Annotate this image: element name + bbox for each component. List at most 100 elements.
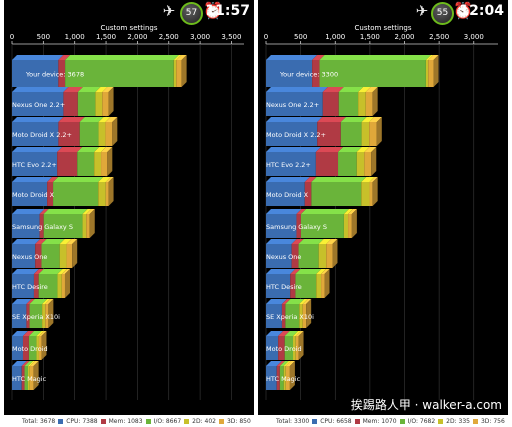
bar-top-mem [276,361,285,366]
bar-end-face [108,177,114,206]
bar-segment-d2 [98,182,106,206]
bar-top-d2 [36,331,44,336]
bar-top-io [77,147,100,152]
bar-top-d3 [348,209,357,214]
watermark-text: 挨踢路人甲 · walker-a.com [350,398,502,412]
bar-segment-d3 [105,182,109,206]
bar-segment-d2 [299,304,303,328]
legend-mem: Mem: 1070 [362,417,397,425]
bar-top-mem [290,269,301,274]
bar-segment-mem [278,336,285,360]
bar-top-io [38,269,63,274]
bar-top-io [41,239,65,244]
airplane-icon: ✈ [415,2,429,20]
tick-label: 500 [294,33,307,41]
bar-top-mem [35,239,47,244]
bar-segment-d2 [318,244,327,268]
bar-top-d3 [365,87,378,92]
bar-segment-d3 [66,244,73,268]
tick-label: 3,000 [190,33,210,41]
bar-end-face [433,55,439,87]
bar-end-face [41,331,47,360]
bar-segment-cpu [266,92,323,116]
bar-top-io [77,87,101,92]
bar-segment-d3 [326,244,333,268]
bar-top-cpu [266,117,323,122]
bar-segment-cpu [266,152,316,176]
bar-segment-d2 [356,152,365,176]
bar-segment-io [284,336,294,360]
legend-swatch-io [399,418,405,424]
bar-segment-io [338,152,357,176]
alarm-clock-icon: ⏰ [203,1,223,20]
bar-top-d3 [428,55,439,60]
bar-top-mem [47,177,59,182]
bar-end-face [289,361,295,390]
bar-end-face [112,117,118,146]
bar-segment-mem [304,182,312,206]
bar-top-d3 [105,117,118,122]
bar-segment-d3 [369,122,377,146]
status-time: 12:04 [459,3,504,19]
bar-top-mem [58,117,85,122]
chart-title: Custom settings [101,24,158,32]
bar-segment-d2 [82,214,87,238]
bar-top-cpu [12,117,64,122]
bar-top-cpu [12,147,63,152]
bar-top-cpu [12,299,32,304]
bar-segment-d2 [343,214,349,238]
bar-top-d3 [86,209,95,214]
bar-top-d2 [343,209,354,214]
bar-segment-cpu [266,366,277,390]
legend-cpu: CPU: 6658 [320,417,352,425]
bar-segment-d3 [45,304,49,328]
bar-top-mem [26,299,35,304]
bar-segment-d3 [369,182,373,206]
bar-segment-mem [296,214,301,238]
bar-end-face [89,209,95,238]
bar-segment-io [285,304,300,328]
bar-segment-cpu [266,60,313,87]
bar-segment-cpu [266,122,318,146]
bar-segment-d3 [105,122,113,146]
bar-top-cpu [266,239,297,244]
bar-segment-d2 [94,152,102,176]
bar-segment-d3 [348,214,352,238]
bar-top-d3 [66,239,78,244]
bar-top-io [298,239,324,244]
bar-end-face [181,55,187,87]
bar-top-cpu [12,361,27,366]
bar-top-d2 [318,239,332,244]
bar-label: Moto Droid X 2.2+ [12,131,72,139]
bar-segment-io [319,60,426,87]
bar-top-cpu [12,177,53,182]
bar-segment-d3 [102,92,109,116]
bar-end-face [107,147,113,176]
bar-segment-d3 [295,336,299,360]
bar-label: Your device: 3300 [279,71,338,79]
bar-segment-io [38,274,58,298]
bar-segment-cpu [266,214,297,238]
legend-3d: 3D: 850 [226,417,251,425]
bar-top-d3 [102,87,114,92]
bar-segment-cpu [12,336,23,360]
bar-top-io [284,331,299,336]
bar-segment-io [340,122,362,146]
bar-top-d3 [295,331,304,336]
bar-top-cpu [266,299,287,304]
bar-segment-io [28,336,37,360]
bar-segment-mem [312,60,320,87]
bar-label: Moto Droid X 2.2+ [266,131,326,139]
bar-label: Samsung Galaxy S [266,223,327,231]
bar-segment-io [300,214,344,238]
bar-segment-d2 [59,244,67,268]
bar-label: SE Xperia X10i [266,313,314,321]
bar-segment-d3 [365,92,373,116]
bar-segment-io [279,366,284,390]
bar-top-mem [304,177,317,182]
tick-label: 1,000 [65,33,85,41]
bar-segment-cpu [266,182,305,206]
bar-top-d2 [82,209,92,214]
bar-top-d2 [98,117,111,122]
bar-segment-d3 [321,274,325,298]
